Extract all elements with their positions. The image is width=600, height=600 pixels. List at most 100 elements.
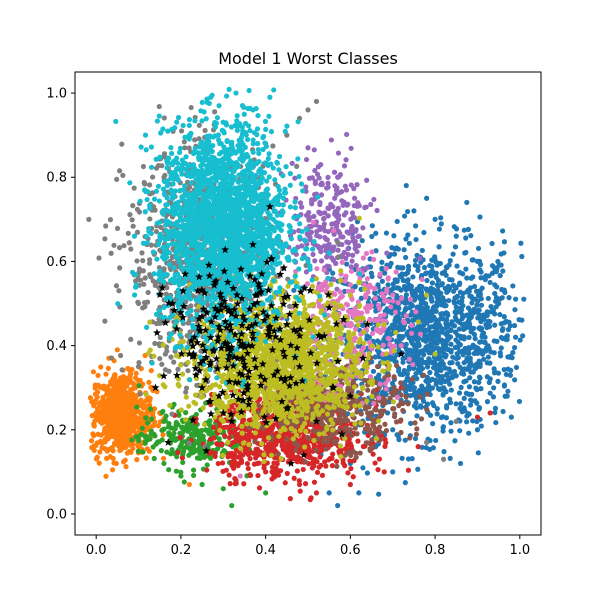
- scatter-point: [488, 349, 494, 355]
- scatter-point: [212, 453, 218, 460]
- scatter-point: [503, 371, 509, 378]
- scatter-point: [310, 251, 316, 258]
- scatter-point: [440, 414, 446, 420]
- scatter-point: [452, 309, 458, 315]
- scatter-point: [119, 141, 125, 147]
- scatter-point: [185, 368, 191, 374]
- scatter-point: [377, 271, 383, 277]
- scatter-point: [477, 325, 483, 331]
- scatter-point: [413, 391, 419, 397]
- scatter-point: [383, 265, 389, 272]
- scatter-point: [287, 496, 293, 502]
- scatter-point: [468, 369, 474, 375]
- scatter-point: [117, 352, 124, 359]
- scatter-point: [500, 326, 506, 332]
- scatter-point: [332, 195, 338, 201]
- scatter-point: [392, 358, 398, 364]
- scatter-point: [339, 259, 345, 265]
- chart-title: Model 1 Worst Classes: [218, 49, 398, 68]
- scatter-point: [457, 428, 463, 434]
- scatter-point: [275, 472, 282, 478]
- scatter-point: [144, 427, 150, 433]
- scatter-point: [183, 410, 189, 416]
- scatter-point: [463, 266, 469, 272]
- scatter-point: [458, 384, 464, 391]
- scatter-point: [461, 227, 467, 233]
- scatter-point: [394, 432, 400, 438]
- scatter-point: [135, 408, 142, 415]
- scatter-point: [492, 290, 498, 297]
- scatter-point: [417, 394, 423, 400]
- scatter-point: [348, 216, 354, 222]
- scatter-point: [299, 204, 305, 210]
- scatter-point: [372, 290, 378, 296]
- scatter-point: [415, 267, 421, 273]
- scatter-point: [402, 437, 408, 443]
- scatter-point: [418, 300, 424, 306]
- scatter-point: [394, 362, 400, 369]
- scatter-point: [444, 317, 450, 323]
- scatter-point: [322, 459, 328, 465]
- scatter-point: [403, 306, 409, 312]
- scatter-point: [471, 283, 478, 290]
- scatter-point: [477, 339, 483, 345]
- scatter-point: [207, 436, 213, 442]
- scatter-point: [144, 409, 150, 415]
- scatter-point: [347, 229, 353, 235]
- scatter-point: [117, 441, 123, 447]
- scatter-point: [419, 276, 425, 283]
- scatter-point: [516, 317, 522, 323]
- scatter-point: [396, 368, 402, 374]
- scatter-point: [93, 410, 99, 416]
- scatter-point: [350, 234, 356, 241]
- scatter-point: [456, 281, 463, 288]
- scatter-point: [297, 488, 303, 494]
- scatter-point: [501, 250, 507, 256]
- scatter-point: [163, 413, 169, 419]
- scatter-point: [436, 244, 442, 250]
- scatter-point: [103, 426, 109, 432]
- scatter-point: [302, 459, 308, 465]
- scatter-point: [103, 398, 109, 404]
- scatter-point: [200, 435, 206, 441]
- scatter-point: [511, 345, 518, 351]
- scatter-point: [498, 321, 504, 327]
- scatter-point: [342, 463, 348, 469]
- scatter-point: [332, 183, 338, 189]
- scatter-point: [286, 432, 293, 438]
- scatter-point: [269, 464, 275, 470]
- scatter-point: [206, 418, 213, 424]
- scatter-point: [502, 393, 508, 399]
- scatter-point: [427, 262, 433, 269]
- scatter-point: [466, 430, 472, 436]
- scatter-point: [380, 355, 386, 361]
- scatter-point: [501, 314, 507, 320]
- scatter-point: [198, 427, 205, 434]
- scatter-point: [478, 302, 485, 308]
- scatter-point: [362, 406, 369, 412]
- scatter-point: [122, 431, 128, 437]
- scatter-point: [307, 215, 313, 221]
- scatter-point: [448, 420, 454, 426]
- scatter-point: [392, 309, 399, 315]
- scatter-point: [423, 270, 429, 276]
- scatter-point: [136, 340, 143, 346]
- scatter-point: [460, 352, 466, 358]
- scatter-point: [404, 208, 411, 215]
- scatter-point: [501, 383, 507, 389]
- scatter-point: [294, 468, 300, 474]
- scatter-point: [135, 448, 141, 454]
- scatter-point: [443, 372, 449, 378]
- scatter-point: [123, 464, 129, 470]
- scatter-point: [413, 309, 419, 315]
- scatter-point: [403, 236, 409, 242]
- scatter-point: [351, 186, 357, 192]
- scatter-point: [329, 255, 335, 261]
- scatter-point: [127, 378, 134, 384]
- scatter-point: [375, 467, 381, 473]
- scatter-point: [392, 411, 398, 417]
- scatter-point: [186, 481, 192, 488]
- scatter-point: [395, 300, 401, 306]
- scatter-point: [393, 315, 399, 321]
- scatter-point: [521, 296, 527, 302]
